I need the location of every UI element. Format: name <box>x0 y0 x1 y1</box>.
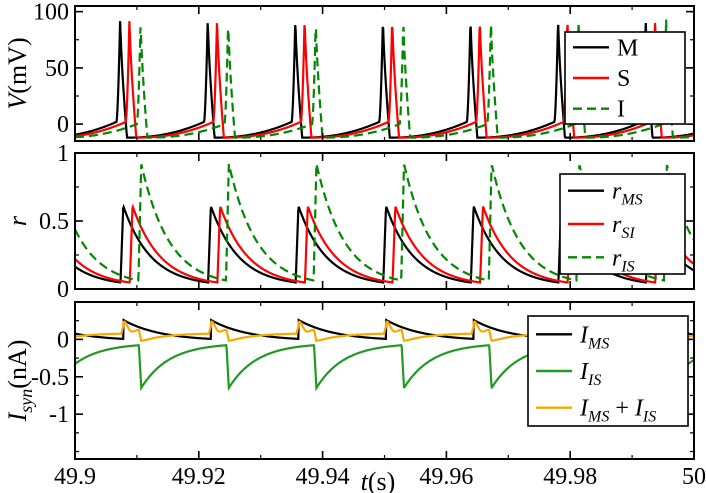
y-tick-label: -1 <box>49 402 69 428</box>
y-tick-label: 50 <box>45 56 69 82</box>
y-tick-label: 0 <box>57 277 69 303</box>
x-tick-label: 50 <box>682 464 706 490</box>
legend: MSI <box>564 31 686 125</box>
x-tick-label: 49.92 <box>172 464 226 490</box>
x-axis-label: t(s) <box>361 467 396 493</box>
y-tick-label: 1 <box>57 141 69 167</box>
y-axis-label: r <box>3 215 32 226</box>
series-line-i <box>75 19 694 139</box>
panel-current: 0 -0.5 -1 Isyn(nA) IMS IIS IMS + IIS <box>3 301 695 460</box>
legend-label: IMS <box>579 322 609 352</box>
x-tick-label: 49.96 <box>419 464 473 490</box>
legend-label: rIS <box>612 245 635 275</box>
y-tick-label: 0 <box>57 112 69 138</box>
y-tick-label: 0.5 <box>39 209 69 235</box>
y-tick-label: 100 <box>33 0 69 26</box>
x-tick-label: 49.98 <box>543 464 597 490</box>
x-tick-label: 49.9 <box>54 464 96 490</box>
y-axis-label: V(mV) <box>3 37 32 109</box>
legend-label: I <box>617 97 625 123</box>
panel-gating: 1 0.5 0 r rMS rSI rIS <box>3 141 695 303</box>
legend: rMS rSI rIS <box>559 173 686 275</box>
legend-label: rSI <box>612 212 635 242</box>
panel-voltage: 100 50 0 V(mV) MSI <box>3 0 695 142</box>
legend-label: M <box>617 35 638 61</box>
y-tick-label: -0.5 <box>31 365 69 391</box>
legend-label: rMS <box>612 179 643 209</box>
y-tick-label: 0 <box>57 327 69 353</box>
panels-group: 100 50 0 V(mV) MSI 1 0.5 0 r rMS rSI rIS 0 -0.5 -1 Isyn… <box>3 0 695 460</box>
x-axis: 49.9 49.92 49.94 49.96 49.98 50 t(s) <box>54 6 706 493</box>
legend-label: IIS <box>579 359 601 389</box>
y-axis-label: Isyn(nA) <box>3 340 36 423</box>
x-tick-label: 49.94 <box>296 464 350 490</box>
legend-label: IMS + IIS <box>579 396 656 426</box>
legend: IMS IIS IMS + IIS <box>527 315 689 427</box>
legend-label: S <box>617 66 630 92</box>
